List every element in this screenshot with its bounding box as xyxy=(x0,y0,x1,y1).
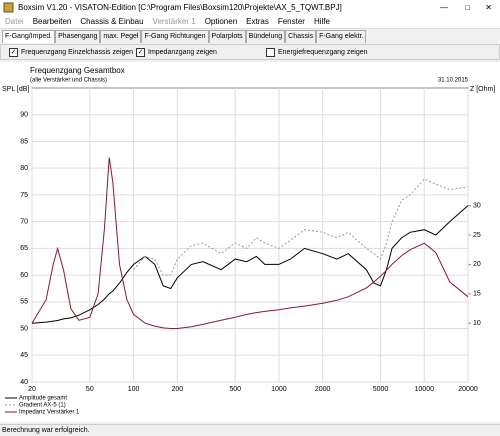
status-text: Berechnung war erfolgreich. xyxy=(2,427,90,434)
tab[interactable]: Polarplots xyxy=(208,30,246,43)
menu-item[interactable]: Fenster xyxy=(277,17,305,26)
menu-item[interactable]: Verstärker 1 xyxy=(152,17,196,26)
x-tick-label: 200 xyxy=(171,386,183,393)
y-tick-label: 50 xyxy=(20,325,28,332)
tab[interactable]: Bündelung xyxy=(245,30,286,43)
tab[interactable]: F-Gang Richtungen xyxy=(141,30,209,43)
chart-title: Frequenzgang Gesamtbox xyxy=(30,66,125,75)
x-tick-label: 500 xyxy=(229,386,241,393)
y-tick-label: 70 xyxy=(20,218,28,225)
x-tick-label: 100 xyxy=(128,386,140,393)
checkbox[interactable] xyxy=(266,48,275,57)
menu-item[interactable]: Hilfe xyxy=(313,17,330,26)
chart-date: 31.10.2015 xyxy=(438,78,469,84)
checkbox[interactable]: ✓ xyxy=(136,48,145,57)
app-icon xyxy=(3,2,14,13)
x-tick-label: 2000 xyxy=(315,386,331,393)
x-tick-label: 1000 xyxy=(271,386,287,393)
y2-axis-label: Z [Ohm] xyxy=(470,86,495,93)
checkbox-option[interactable]: Energiefrequenzgang zeigen xyxy=(266,48,368,57)
checkbox-option[interactable]: ✓ Impedanzgang zeigen xyxy=(136,48,217,57)
y-tick-label: 65 xyxy=(20,245,28,252)
tab[interactable]: Phasengang xyxy=(55,30,101,43)
series-line xyxy=(31,157,469,329)
menu-bar: Datei Bearbeiten Chassis & Einbau Verstärke… xyxy=(0,15,500,29)
y-tick-label: 55 xyxy=(20,299,28,306)
maximize-button[interactable]: □ xyxy=(465,3,470,12)
checkbox-label: Impedanzgang zeigen xyxy=(148,49,217,56)
y-tick-label: 85 xyxy=(20,138,28,145)
series-line xyxy=(31,205,469,324)
menu-item[interactable]: Datei xyxy=(5,17,24,26)
options-bar: ✓ Frequenzgang Einzelchassis zeigen ✓ Imped… xyxy=(0,44,500,60)
y-tick-label: 90 xyxy=(20,112,28,119)
x-tick-label: 20000 xyxy=(458,386,478,393)
menu-item[interactable]: Extras xyxy=(246,17,269,26)
x-tick-label: 10000 xyxy=(415,386,435,393)
y2-tick-label: 10 xyxy=(473,320,481,327)
y-tick-label: 75 xyxy=(20,192,28,199)
y-tick-label: 40 xyxy=(20,379,28,386)
tab[interactable]: Chassis xyxy=(285,30,317,43)
y-tick-label: 80 xyxy=(20,165,28,172)
checkbox-label: Energiefrequenzgang zeigen xyxy=(278,49,368,56)
y2-tick-label: 20 xyxy=(473,261,481,268)
legend-label: Gradient AX-5 (1) xyxy=(19,403,66,409)
menu-item[interactable]: Optionen xyxy=(204,17,238,26)
close-button[interactable]: ✕ xyxy=(485,3,492,12)
legend-label: Impedanz Verstärker 1 xyxy=(19,410,80,416)
checkbox-label: Frequenzgang Einzelchassis zeigen xyxy=(21,49,134,56)
menu-item[interactable]: Chassis & Einbau xyxy=(80,17,144,26)
y-tick-label: 60 xyxy=(20,272,28,279)
tab[interactable]: F-Gang/Imped. xyxy=(2,30,56,43)
menu-item[interactable]: Bearbeiten xyxy=(32,17,72,26)
plot-area xyxy=(31,87,469,383)
y-axis-label: SPL [dB] xyxy=(2,86,29,93)
chart: Frequenzgang Gesamtbox (alle Verstärker u… xyxy=(0,62,500,422)
checkbox-option[interactable]: ✓ Frequenzgang Einzelchassis zeigen xyxy=(9,48,133,57)
tab[interactable]: max. Pegel xyxy=(100,30,142,43)
x-tick-label: 50 xyxy=(86,386,94,393)
y2-tick-label: 30 xyxy=(473,202,481,209)
series-line xyxy=(133,178,469,276)
y2-tick-label: 25 xyxy=(473,232,481,239)
chart-subtitle: (alle Verstärker und Chassis) xyxy=(30,78,107,84)
title-bar: Boxsim V1.20 - VISATON-Edition [C:\Progr… xyxy=(0,0,500,15)
tab[interactable]: F-Gang elektr. xyxy=(316,30,367,43)
minimize-button[interactable]: — xyxy=(440,3,448,12)
x-tick-label: 20 xyxy=(28,386,36,393)
x-tick-label: 5000 xyxy=(373,386,389,393)
y-tick-label: 45 xyxy=(20,352,28,359)
window-title: Boxsim V1.20 - VISATON-Edition [C:\Progr… xyxy=(18,3,342,12)
legend-label: Amplitude gesamt xyxy=(19,396,67,402)
checkbox[interactable]: ✓ xyxy=(9,48,18,57)
status-bar: Berechnung war erfolgreich. xyxy=(0,424,500,436)
y2-tick-label: 15 xyxy=(473,291,481,298)
tab-bar: F-Gang/Imped. Phasengang max. Pegel F-Gang … xyxy=(0,30,500,43)
